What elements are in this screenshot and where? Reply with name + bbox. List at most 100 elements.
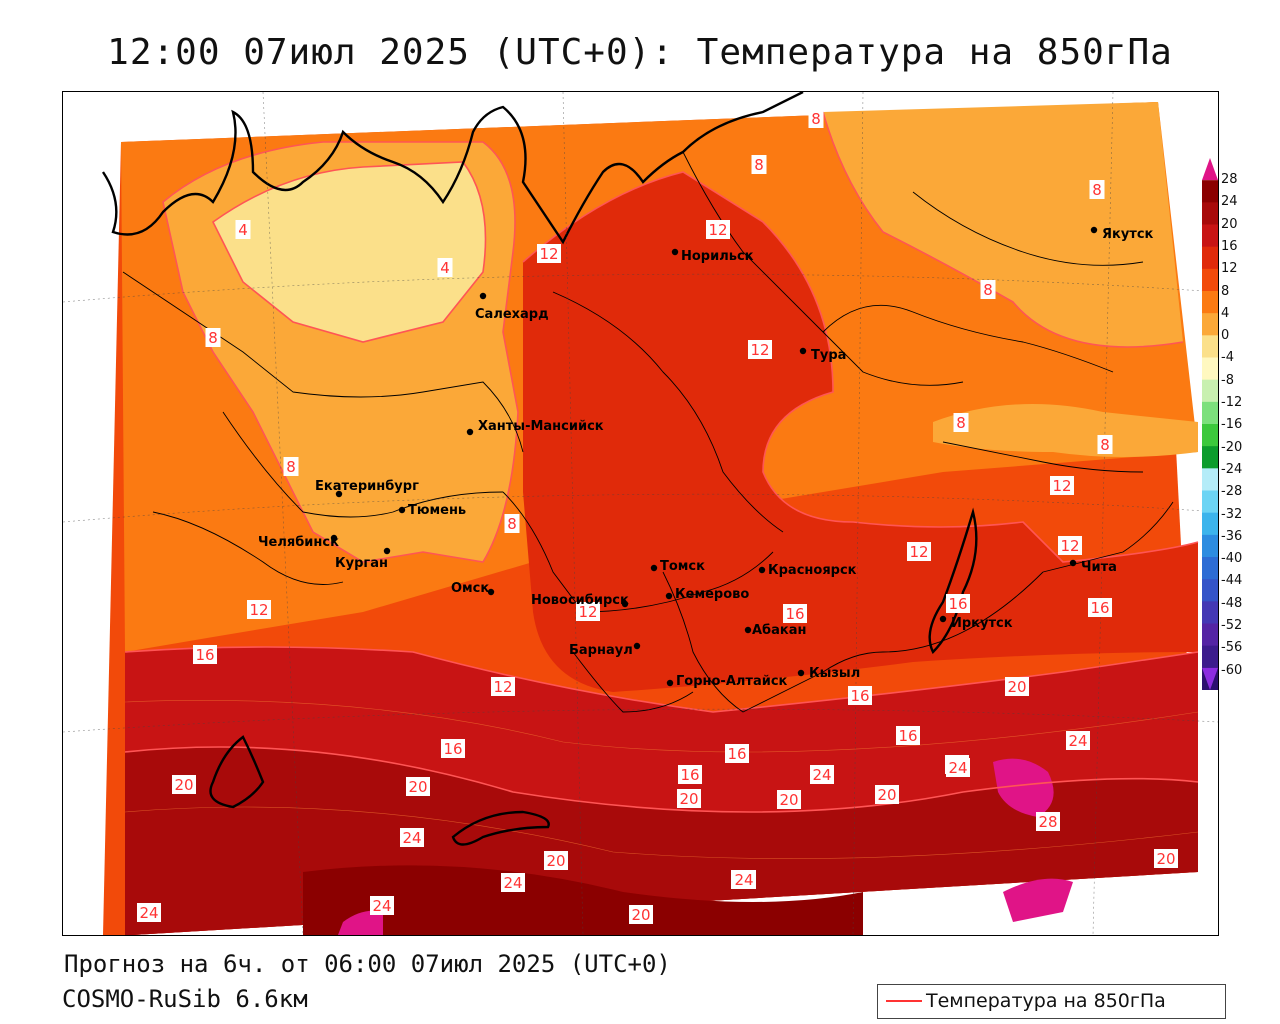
city-label: Тура [811,348,846,363]
colorbar-swatch [1202,180,1218,203]
colorbar-top-arrow [1202,158,1218,181]
svg-text:16: 16 [195,646,214,664]
coastline [102,92,978,846]
colorbar-swatch [1202,534,1218,558]
colorbar-tick-label: -36 [1221,528,1243,544]
isotherm-label: 4 [437,258,453,277]
isotherm-label: 8 [1089,180,1105,199]
isotherm-label: 16 [725,744,749,763]
svg-text:24: 24 [372,897,391,915]
isotherm-label: 24 [732,870,756,889]
temperature-map: 8 8 4 4 12 12 8 8 8 12 8 8 8 8 12 12 12 16 16 16 12 12 16 16 16 1… [63,92,1218,935]
svg-text:12: 12 [750,341,769,359]
isotherm-label: 16 [441,739,465,758]
colorbar-tick-label: -20 [1221,439,1243,455]
isotherm-label: 20 [777,790,801,809]
isotherm-label: 16 [1088,598,1112,617]
svg-text:8: 8 [507,515,517,533]
svg-text:16: 16 [898,727,917,745]
colorbar-swatch [1202,579,1218,602]
city-label: Салехард [475,307,549,322]
svg-text:12: 12 [1052,477,1071,495]
city-dot [621,600,629,608]
colorbar-swatch [1202,468,1218,491]
colorbar-bottom-arrow [1202,667,1218,690]
colorbar-tick-label: -60 [1221,662,1243,678]
isotherm-label: 24 [370,896,394,915]
city-label: Норильск [681,249,754,264]
svg-text:8: 8 [208,329,218,347]
city-dot [744,626,752,634]
city-marker: Новосибирск [531,593,629,608]
colorbar-swatch [1202,601,1218,624]
isotherm-label: 12 [576,602,600,621]
colorbar-swatch [1202,446,1218,469]
svg-text:8: 8 [1092,181,1102,199]
svg-text:16: 16 [727,745,746,763]
city-marker: Ханты-Мансийск [466,419,604,436]
svg-text:20: 20 [174,776,193,794]
city-label: Тюмень [408,503,466,518]
isotherm-label: 28 [1036,812,1060,831]
colorbar-tick-label: -16 [1221,417,1243,433]
svg-text:24: 24 [503,874,522,892]
colorbar-swatch [1202,379,1218,403]
colorbar-tick-label: 8 [1221,283,1230,299]
colorbar-tick-label: 16 [1221,238,1238,254]
svg-text:20: 20 [679,790,698,808]
isotherm-label: 8 [1097,435,1113,454]
isotherm-label: 20 [406,777,430,796]
map-area[interactable]: 8 8 4 4 12 12 8 8 8 12 8 8 8 8 12 12 12 16 16 16 12 12 16 16 16 1… [62,91,1219,936]
city-label: Челябинск [258,535,339,550]
city-dot [330,534,338,542]
isotherm-label: 12 [537,244,561,263]
city-marker: Омск [451,581,495,596]
colorbar-tick-label: -32 [1221,506,1243,522]
city-dot [479,292,487,300]
city-dot [335,490,343,498]
colorbar-swatch [1202,512,1218,536]
svg-text:8: 8 [1100,436,1110,454]
svg-text:24: 24 [1068,732,1087,750]
svg-text:4: 4 [238,221,248,239]
legend-label: Температура на 850гПа [926,990,1166,1012]
colorbar-tick-label: -4 [1221,350,1234,366]
colorbar-swatch [1202,557,1218,580]
city-label: Красноярск [768,563,857,578]
city-dot [666,679,674,687]
city-label: Кемерово [675,587,749,602]
city-marker: Курган [335,547,391,571]
colorbar-tick-label: -52 [1221,618,1243,633]
isotherm-label: 24 [1066,731,1090,750]
city-marker: Екатеринбург [315,479,419,498]
city-label: Новосибирск [531,593,629,608]
isotherm-label: 4 [235,220,251,239]
isotherm-label: 12 [907,542,931,561]
colorbar-tick-label: -40 [1221,551,1243,567]
city-marker: Томск [650,559,705,574]
colorbar-tick-label: 4 [1221,305,1230,321]
isotherm-label: 12 [1050,476,1074,495]
isotherm-label: 20 [1154,849,1178,868]
svg-text:12: 12 [493,678,512,696]
city-label: Иркутск [951,616,1013,631]
city-dot [466,428,474,436]
svg-text:8: 8 [956,414,966,432]
svg-text:20: 20 [1156,850,1175,868]
svg-text:20: 20 [877,786,896,804]
forecast-info: Прогноз на 6ч. от 06:00 07июл 2025 (UTC+… [64,950,671,978]
isotherm-label: 16 [678,765,702,784]
colorbar [1200,158,1220,691]
isotherm-label: 12 [247,600,271,619]
city-dot [939,615,947,623]
city-marker: Кызыл [797,666,860,681]
isotherm-label: 8 [751,155,767,174]
svg-text:16: 16 [785,605,804,623]
city-dot [797,669,805,677]
isotherm-label: 16 [193,645,217,664]
svg-text:20: 20 [1007,678,1026,696]
isotherms [124,111,1199,813]
isotherm-label: 16 [848,686,872,705]
svg-text:20: 20 [779,791,798,809]
isotherm-label: 8 [283,457,299,476]
